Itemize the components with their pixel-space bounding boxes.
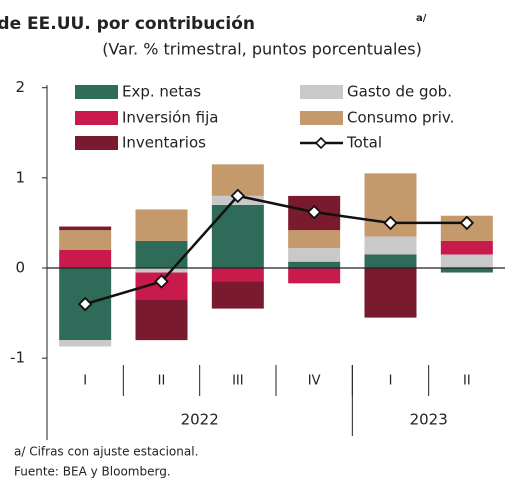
chart-subtitle: (Var. % trimestral, puntos porcentuales) — [102, 40, 422, 59]
legend-label: Inventarios — [122, 134, 206, 152]
bar-segment — [211, 281, 264, 309]
chart-title: PIB de EE.UU. por contribución — [0, 14, 255, 34]
legend-label: Exp. netas — [122, 83, 201, 101]
total-marker — [459, 215, 475, 231]
bar-segment — [288, 268, 341, 284]
bar-segment — [59, 340, 112, 347]
legend-swatch — [75, 136, 118, 150]
footnote: a/ Cifras con ajuste estacional. — [14, 445, 198, 459]
legend-swatch — [75, 111, 118, 125]
bar-segment — [288, 261, 341, 269]
bar-segment — [364, 268, 417, 318]
bar-segment — [440, 240, 493, 255]
x-group-label: 2023 — [410, 411, 448, 429]
bar-segment — [59, 226, 112, 231]
bar-segment — [135, 209, 188, 241]
footnote: Fuente: BEA y Bloomberg. — [14, 465, 171, 479]
x-tick-label: IV — [308, 374, 321, 389]
legend-swatch — [300, 85, 343, 99]
total-line — [84, 194, 467, 306]
total-marker — [306, 204, 322, 220]
bar-segment — [211, 268, 264, 282]
bar-segment — [440, 268, 493, 273]
legend-label: Inversión fija — [122, 109, 218, 127]
bar-segment — [440, 254, 493, 269]
x-tick-label: I — [389, 374, 393, 389]
x-tick-label: III — [232, 374, 244, 389]
bar-segment — [135, 299, 188, 341]
bar-segment — [364, 254, 417, 269]
x-tick-label: II — [463, 374, 471, 389]
legend-label: Consumo priv. — [347, 109, 454, 127]
bar-segment — [59, 230, 112, 250]
x-tick-label: II — [158, 374, 166, 389]
legend-label: Gasto de gob. — [347, 83, 452, 101]
bar-segment — [288, 248, 341, 262]
total-marker — [230, 188, 246, 204]
x-group-label: 2022 — [181, 411, 219, 429]
y-tick-label: 0 — [15, 259, 25, 277]
y-tick-label: 1 — [15, 168, 25, 186]
total-marker — [383, 215, 398, 231]
bar-segment — [211, 204, 264, 269]
title-note: a/ — [416, 13, 427, 24]
x-tick-label: I — [83, 374, 87, 389]
bar-segment — [288, 230, 341, 249]
legend-marker — [314, 136, 328, 150]
bar-segment — [364, 236, 417, 255]
legend-label: Total — [346, 134, 382, 152]
bar-segment — [59, 249, 112, 269]
total-marker — [154, 274, 169, 289]
bar-segment — [135, 268, 188, 273]
y-tick-label: 2 — [15, 78, 25, 96]
y-tick-label: -1 — [10, 349, 25, 367]
total-marker — [77, 296, 93, 312]
legend-swatch — [75, 85, 118, 99]
bar-segment — [135, 240, 188, 269]
legend-swatch — [300, 111, 343, 125]
